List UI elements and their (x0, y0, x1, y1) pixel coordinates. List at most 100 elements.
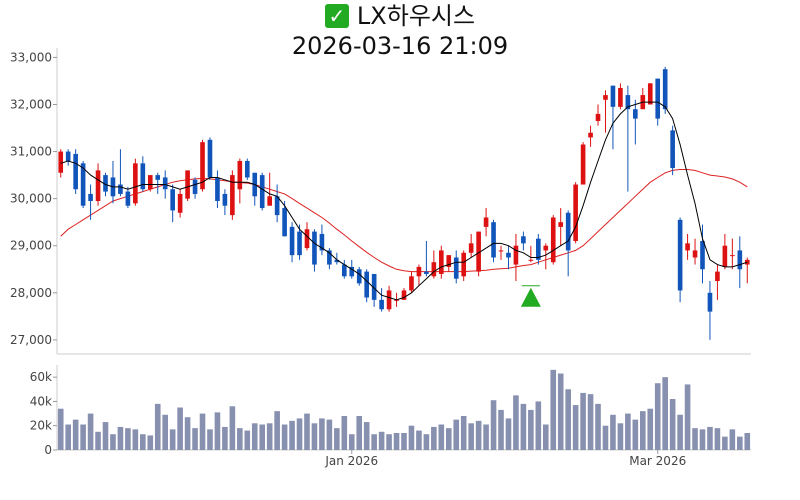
candle-body (438, 250, 444, 274)
volume-bar (169, 429, 176, 450)
candle-body (483, 217, 489, 227)
candle-body (58, 151, 64, 173)
price-tick-label: 29,000 (10, 239, 52, 253)
candle-body (521, 236, 526, 244)
candle-body (244, 160, 250, 178)
volume-bar (147, 435, 154, 450)
candle-body (446, 255, 452, 267)
volume-bar (475, 420, 482, 450)
check-icon: ✓ (324, 4, 349, 28)
candle-body (364, 271, 370, 298)
volume-bar (72, 419, 79, 450)
volume-bar (341, 416, 348, 450)
candle-body (162, 177, 168, 190)
volume-bar (520, 403, 527, 450)
candle-body (737, 250, 743, 270)
volume-bar (214, 412, 221, 450)
candle-body (685, 243, 690, 251)
moving-average-short-line (60, 101, 748, 301)
volume-bar (222, 426, 228, 450)
volume-bar (505, 418, 512, 450)
volume-bar (393, 433, 400, 450)
candle-body (662, 69, 668, 110)
volume-bar (348, 434, 355, 450)
volume-bar (80, 424, 86, 450)
volume-bar (602, 425, 609, 450)
volume-bar (386, 434, 392, 450)
volume-bar (684, 384, 691, 450)
price-tick-label: 31,000 (10, 145, 52, 159)
volume-bar (580, 392, 586, 450)
price-tick-label: 32,000 (10, 97, 52, 111)
candle-body (715, 271, 720, 282)
volume-bar (654, 383, 661, 450)
candle-body (207, 139, 213, 178)
candle-body (536, 238, 541, 260)
volume-bar (371, 434, 377, 450)
candle-body (424, 271, 429, 274)
candle-body (80, 163, 86, 206)
candle-body (95, 170, 101, 201)
volume-bar (677, 414, 683, 450)
volume-bar (692, 428, 698, 450)
candle-body (274, 196, 280, 216)
volume-tick-label: 0 (44, 443, 52, 457)
volume-bar (192, 428, 198, 450)
candle-body (431, 262, 437, 277)
volume-bar (707, 426, 713, 450)
candle-body (155, 175, 161, 180)
volume-bar (274, 411, 280, 450)
chart-datetime: 2026-03-16 21:09 (291, 32, 509, 60)
volume-bar (714, 428, 721, 450)
volume-bar (453, 419, 460, 450)
candle-body (267, 196, 272, 206)
candle-body (409, 276, 414, 291)
candle-body (543, 245, 549, 251)
candle-body (147, 175, 153, 190)
candle-body (185, 170, 190, 199)
candle-body (692, 250, 698, 258)
volume-bar (513, 395, 519, 450)
candle-body (170, 189, 175, 211)
candle-body (379, 299, 384, 310)
volume-bar (296, 418, 303, 450)
volume-bar (401, 433, 407, 450)
candle-body (476, 231, 481, 272)
volume-bar (408, 425, 415, 450)
volume-bar (266, 423, 273, 450)
candle-body (677, 219, 683, 291)
volume-tick-label: 20k (30, 419, 52, 433)
candle-body (192, 179, 198, 194)
candle-body (580, 144, 586, 185)
volume-bar (326, 419, 333, 450)
volume-bar (304, 413, 310, 450)
volume-bar (445, 428, 452, 450)
volume-bar (617, 423, 624, 450)
volume-bar (565, 389, 571, 450)
candle-body (230, 175, 235, 216)
candle-body (118, 184, 123, 194)
candle-body (304, 229, 310, 249)
candle-body (125, 191, 131, 206)
candle-body (700, 241, 705, 270)
chart-title: ✓ LX하우시스 2026-03-16 21:09 (0, 0, 800, 61)
volume-bar (490, 400, 497, 450)
volume-bar (669, 399, 676, 450)
volume-bar (647, 408, 654, 450)
volume-bar (378, 431, 385, 450)
volume-bar (535, 401, 542, 450)
candle-body (103, 175, 108, 192)
candle-body (565, 212, 571, 251)
volume-tick-label: 60k (30, 370, 52, 384)
volume-bar (244, 430, 251, 450)
candle-body (327, 250, 332, 265)
volume-bar (610, 414, 616, 450)
volume-bar (319, 418, 325, 450)
candle-body (237, 160, 243, 190)
volume-bar (311, 423, 318, 450)
volume-bar (199, 413, 206, 450)
volume-bar (117, 426, 124, 450)
volume-bar (729, 429, 736, 450)
volume-bar (95, 431, 101, 450)
